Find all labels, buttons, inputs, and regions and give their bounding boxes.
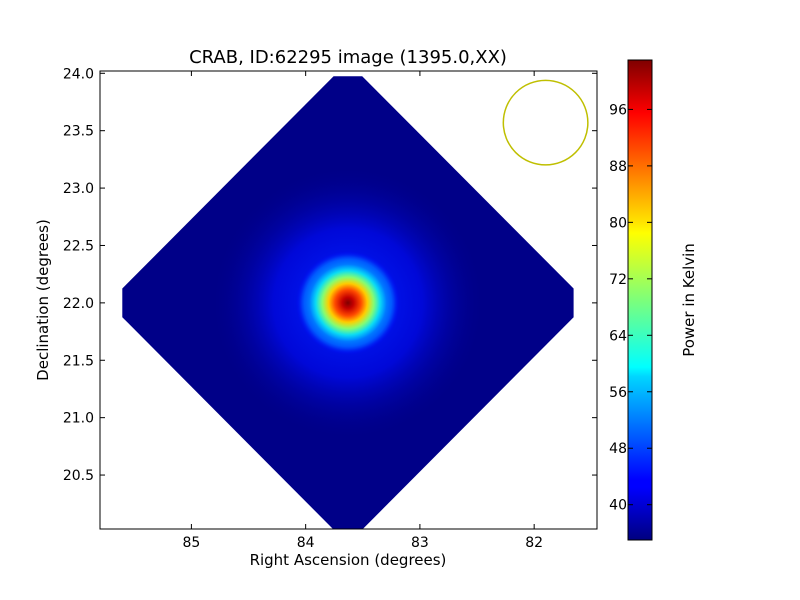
x-tick-label: 83 (411, 535, 429, 551)
beam-circle (502, 79, 589, 166)
axes-frame (99, 70, 598, 530)
chart-title: CRAB, ID:62295 image (1395.0,XX) (189, 47, 507, 68)
colorbar: 40 48 56 64 72 80 88 96 (609, 59, 653, 541)
colorbar-tick-label: 64 (609, 328, 627, 344)
x-axis: 85 84 83 82 (182, 71, 543, 551)
plot-area (100, 71, 597, 529)
x-tick-label: 82 (525, 535, 543, 551)
colorbar-tick-label: 48 (609, 441, 627, 457)
colorbar-tick-label: 88 (609, 159, 627, 175)
x-tick-label: 85 (182, 535, 200, 551)
colorbar-tick-label: 56 (609, 385, 627, 401)
y-tick-label: 22.0 (63, 296, 94, 312)
x-axis-label: Right Ascension (degrees) (250, 551, 447, 569)
y-tick-label: 24.0 (63, 66, 94, 82)
y-tick-label: 22.5 (63, 238, 94, 254)
y-tick-label: 23.0 (63, 181, 94, 197)
colorbar-tick-label: 80 (609, 215, 627, 231)
colorbar-tick-label: 96 (609, 102, 627, 118)
y-tick-label: 23.5 (63, 124, 94, 140)
colorbar-label: Power in Kelvin (680, 243, 698, 357)
y-tick-label: 21.0 (63, 411, 94, 427)
colorbar-tick-label: 40 (609, 498, 627, 514)
colorbar-tick-label: 72 (609, 272, 627, 288)
y-tick-label: 20.5 (63, 468, 94, 484)
x-tick-label: 84 (297, 535, 315, 551)
y-axis: 20.5 21.0 21.5 22.0 22.5 23.0 23.5 24.0 (63, 66, 597, 484)
y-axis-label: Declination (degrees) (34, 219, 52, 381)
y-tick-label: 21.5 (63, 353, 94, 369)
